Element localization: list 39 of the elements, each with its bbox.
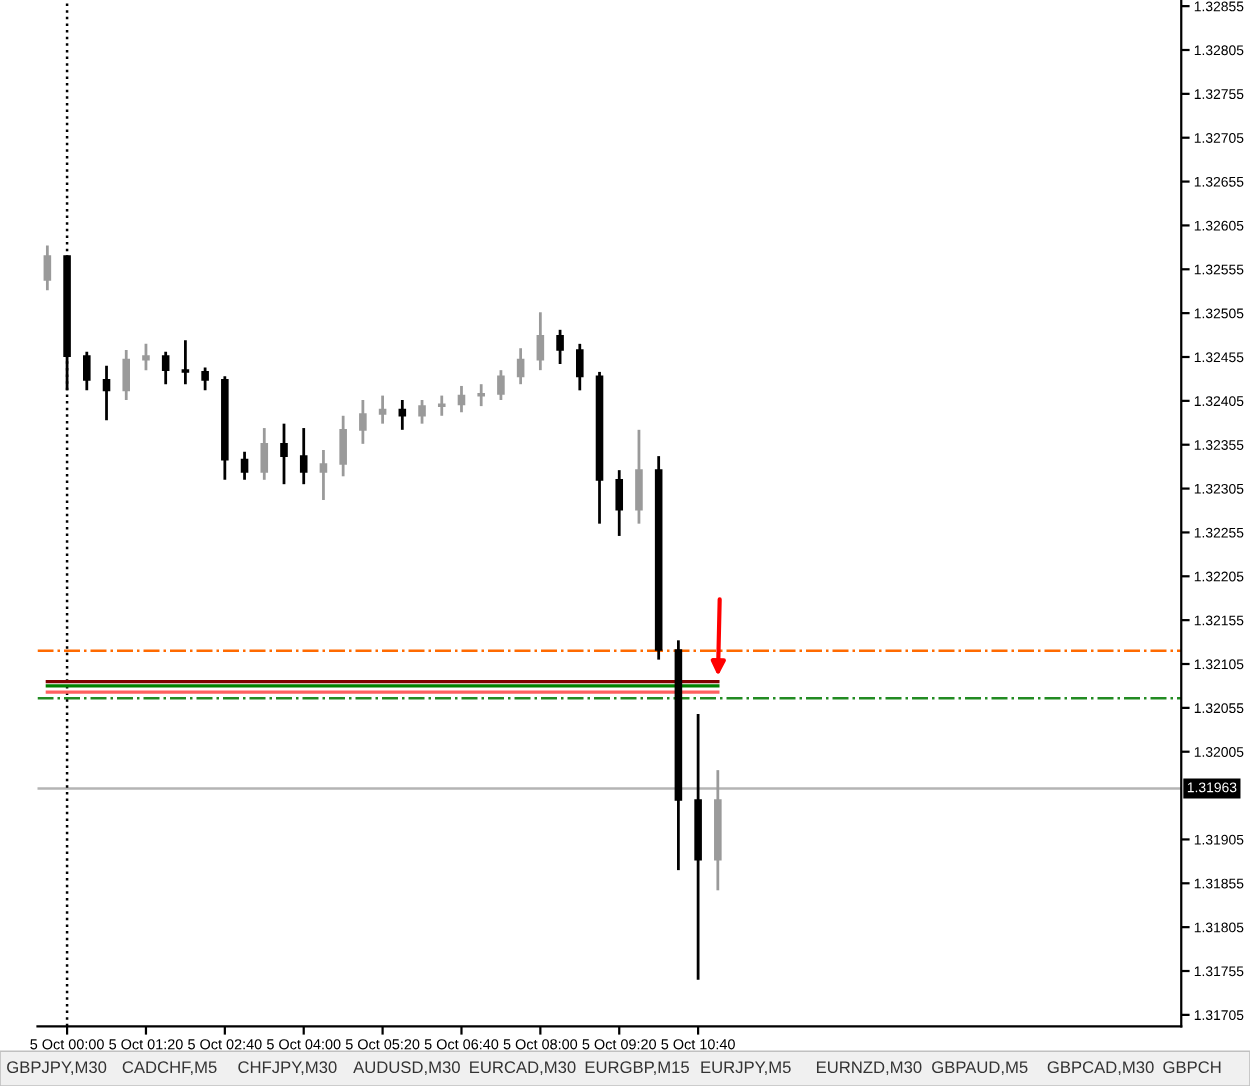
text: EURCAD,M30 — [470, 1061, 576, 1076]
candlestick — [516, 346, 525, 386]
text: CADCHF,M5 — [122, 1061, 217, 1076]
candlestick — [457, 384, 466, 414]
text: GBPAUD,M5 — [932, 1061, 1028, 1076]
candlestick — [635, 428, 643, 526]
candlestick — [142, 342, 150, 372]
candlestick — [477, 382, 485, 408]
candlestick — [201, 366, 209, 392]
candlestick — [102, 364, 111, 422]
text: CHFJPY,M30 — [238, 1061, 337, 1076]
candlestick — [576, 342, 584, 392]
candlestick — [299, 426, 308, 486]
candlestick — [240, 450, 249, 482]
candlestick — [418, 398, 426, 426]
candlestick — [536, 310, 545, 372]
candlestick — [260, 426, 269, 482]
candlestick — [122, 348, 131, 402]
text: GBPCH — [1163, 1061, 1221, 1074]
text: AUDUSD,M30 — [353, 1061, 460, 1076]
candlestick — [556, 328, 564, 366]
candlestick — [615, 468, 624, 538]
candlestick — [43, 244, 52, 292]
candlestick — [339, 414, 347, 478]
text: EURJPY,M5 — [701, 1061, 791, 1076]
candlestick — [359, 398, 367, 446]
candlestick — [497, 368, 505, 402]
candlestick — [181, 338, 190, 386]
candlestick — [319, 448, 328, 502]
text: GBPCAD,M30 — [1047, 1061, 1154, 1076]
text: GBPJPY,M30 — [7, 1061, 107, 1076]
candlestick — [437, 394, 446, 418]
candlestick — [161, 350, 170, 386]
candlestick — [398, 398, 407, 432]
text: EURGBP,M15 — [585, 1061, 689, 1076]
candlestick — [378, 394, 387, 426]
text: EURNZD,M30 — [816, 1061, 922, 1076]
candlestick — [83, 350, 91, 392]
candlestick — [280, 422, 288, 486]
